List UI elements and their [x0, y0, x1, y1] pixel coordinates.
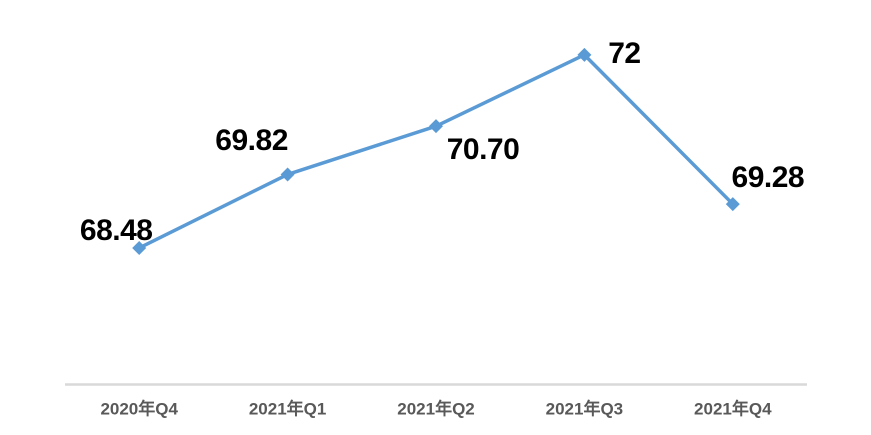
data-point-marker: [280, 167, 295, 182]
data-label: 68.48: [79, 213, 153, 247]
x-axis-tick-label: 2021年Q3: [545, 399, 624, 419]
data-label: 72: [608, 36, 641, 70]
data-label: 69.28: [731, 161, 805, 195]
x-axis-tick-label: 2020年Q4: [100, 399, 178, 419]
data-point-marker: [577, 47, 592, 62]
x-axis-tick-label: 2021年Q1: [248, 399, 327, 419]
data-label: 70.70: [446, 133, 520, 167]
x-axis-tick-label: 2021年Q4: [694, 399, 772, 419]
data-point-marker: [725, 197, 740, 212]
data-point-marker: [429, 119, 443, 134]
x-axis-tick-label: 2021年Q2: [397, 399, 475, 419]
data-label: 69.82: [215, 124, 288, 158]
data-point-marker: [132, 240, 147, 255]
